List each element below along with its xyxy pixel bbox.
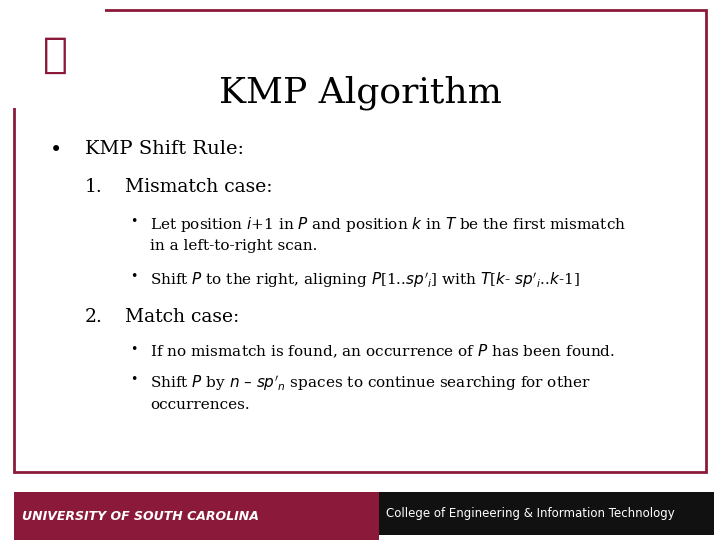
Text: •: • [130,343,138,356]
FancyBboxPatch shape [14,492,379,540]
Text: College of Engineering & Information Technology: College of Engineering & Information Tec… [386,508,675,521]
FancyBboxPatch shape [5,8,105,108]
FancyBboxPatch shape [379,492,714,535]
Text: Shift $P$ by $n$ – $sp'_n$ spaces to continue searching for other
occurrences.: Shift $P$ by $n$ – $sp'_n$ spaces to con… [150,373,590,411]
Text: Match case:: Match case: [125,308,239,326]
Text: KMP Shift Rule:: KMP Shift Rule: [85,140,244,158]
Text: Shift $P$ to the right, aligning $P$[1..$sp'_i$] with $T$[$k$- $sp'_i$..$k$-1]: Shift $P$ to the right, aligning $P$[1..… [150,270,580,289]
Text: 1.: 1. [85,178,103,196]
Text: If no mismatch is found, an occurrence of $P$ has been found.: If no mismatch is found, an occurrence o… [150,343,615,360]
Text: •: • [50,140,62,160]
Text: Let position $i$+1 in $P$ and position $k$ in $T$ be the first mismatch
in a lef: Let position $i$+1 in $P$ and position $… [150,215,626,253]
Text: 2.: 2. [85,308,103,326]
Text: Mismatch case:: Mismatch case: [125,178,272,196]
Text: 🏛: 🏛 [42,34,68,76]
Text: UNIVERSITY OF SOUTH CAROLINA: UNIVERSITY OF SOUTH CAROLINA [22,510,259,523]
Text: KMP Algorithm: KMP Algorithm [219,75,501,110]
Text: •: • [130,215,138,228]
Text: •: • [130,270,138,283]
Text: •: • [130,373,138,386]
